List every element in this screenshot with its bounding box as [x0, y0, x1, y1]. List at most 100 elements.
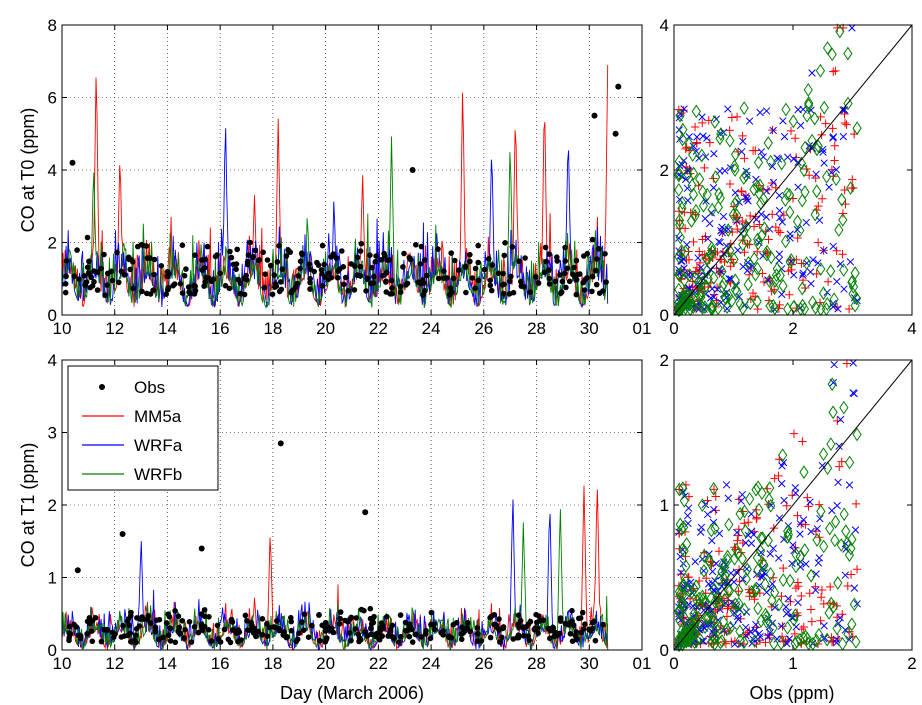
obs-point	[377, 624, 384, 631]
scatter-point-wrfb	[833, 576, 843, 590]
scatter-point-wrfb	[847, 617, 857, 632]
scatter-point-wrfb	[808, 295, 818, 310]
scatter-point-wrfb	[780, 234, 791, 249]
legend-marker-obs	[99, 384, 105, 390]
scatter-point-wrfa	[836, 614, 844, 622]
scatter-point-wrfa	[706, 219, 714, 228]
obs-point	[406, 621, 413, 627]
scatter-point-wrfb	[806, 568, 816, 583]
scatter-point-wrfb	[750, 634, 760, 648]
obs-point	[279, 266, 286, 273]
x-tick-label: 14	[158, 654, 177, 673]
obs-point	[586, 626, 592, 633]
scatter-point-wrfa	[733, 528, 741, 537]
scatter-point-wrfb	[674, 166, 684, 181]
scatter-point-wrfb	[816, 504, 826, 519]
obs-point	[94, 269, 101, 276]
scatter-point-mm5a	[703, 496, 712, 505]
scatter-point-wrfb	[766, 154, 776, 169]
obs-point	[229, 619, 236, 625]
obs-point	[294, 636, 301, 642]
obs-point	[557, 618, 564, 624]
scatter-point-wrfb	[799, 163, 809, 178]
scatter-point-wrfa	[832, 165, 841, 174]
obs-point	[274, 259, 281, 265]
obs-point	[552, 278, 559, 285]
x-tick-label: 10	[53, 654, 72, 673]
scatter-point-mm5a	[712, 264, 721, 273]
scatter-point-wrfb	[765, 567, 776, 581]
obs-point	[509, 244, 516, 250]
obs-point	[322, 628, 329, 634]
scatter-point-wrfa	[691, 557, 699, 566]
obs-point	[247, 239, 253, 246]
scatter-point-mm5a	[817, 585, 827, 595]
scatter-point-wrfa	[766, 550, 774, 558]
scatter-point-wrfb	[713, 200, 723, 215]
obs-point	[271, 624, 277, 630]
scatter-point-wrfa	[807, 280, 815, 288]
scatter-point-wrfb	[680, 626, 691, 641]
scatter-point-wrfa	[806, 268, 815, 276]
scatter-point-wrfa	[746, 628, 755, 636]
obs-point	[435, 275, 442, 282]
obs-point	[306, 261, 313, 268]
obs-point	[567, 631, 574, 637]
scatter-point-mm5a	[816, 616, 825, 625]
obs-point	[487, 282, 494, 289]
scatter-t0-panel: 0 2 4 0 2 4	[660, 16, 917, 338]
obs-point	[557, 272, 563, 278]
obs-point	[183, 266, 189, 272]
obs-point	[342, 274, 349, 281]
obs-point	[301, 611, 308, 617]
obs-point	[192, 252, 198, 258]
scatter-point-wrfb	[790, 608, 800, 623]
scatter-point-wrfb	[753, 155, 764, 170]
obs-point	[376, 637, 383, 643]
scatter-point-mm5a	[797, 591, 806, 601]
obs-point	[595, 246, 602, 252]
obs-point	[62, 289, 69, 296]
obs-point	[186, 289, 192, 296]
y-tick-label: 8	[48, 16, 57, 35]
scatter-point-mm5a	[714, 547, 724, 556]
scatter-point-wrfb	[830, 533, 840, 548]
scatter-point-mm5a	[738, 216, 747, 226]
scatter-point-mm5a	[799, 622, 808, 632]
obs-point	[562, 258, 568, 264]
scatter-point-wrfb	[725, 583, 735, 598]
scatter-point-wrfb	[725, 620, 736, 635]
scatter-point-wrfa	[841, 626, 850, 634]
x-tick-label: 20	[316, 319, 335, 338]
scatter-point-wrfa	[799, 271, 807, 279]
scatter-point-wrfb	[674, 604, 684, 618]
obs-point	[398, 633, 404, 640]
obs-point	[581, 287, 588, 293]
obs-point	[460, 630, 467, 636]
obs-point	[118, 268, 125, 275]
scatter-point-wrfb	[791, 559, 801, 574]
scatter-point-wrfb	[709, 271, 719, 285]
x-tick-label: 22	[369, 654, 388, 673]
scatter-point-wrfb	[696, 287, 706, 302]
obs-point	[448, 289, 455, 296]
obs-point	[172, 639, 179, 646]
obs-point	[283, 253, 290, 259]
obs-point	[198, 621, 205, 627]
scatter-point-wrfa	[680, 105, 688, 113]
obs-point	[256, 257, 263, 263]
obs-point	[362, 629, 368, 635]
obs-point	[378, 620, 385, 626]
obs-point	[533, 611, 539, 618]
scatter-point-wrfa	[809, 256, 817, 264]
obs-point	[83, 279, 90, 286]
obs-point	[459, 624, 466, 631]
scatter-point-wrfa	[775, 206, 784, 215]
scatter-point-wrfb	[735, 624, 745, 639]
scatter-point-wrfb	[697, 148, 707, 163]
scatter-point-mm5a	[828, 124, 837, 133]
scatter-point-mm5a	[798, 437, 807, 446]
scatter-point-wrfb	[759, 221, 770, 235]
obs-point	[191, 624, 198, 630]
obs-point	[179, 242, 186, 248]
